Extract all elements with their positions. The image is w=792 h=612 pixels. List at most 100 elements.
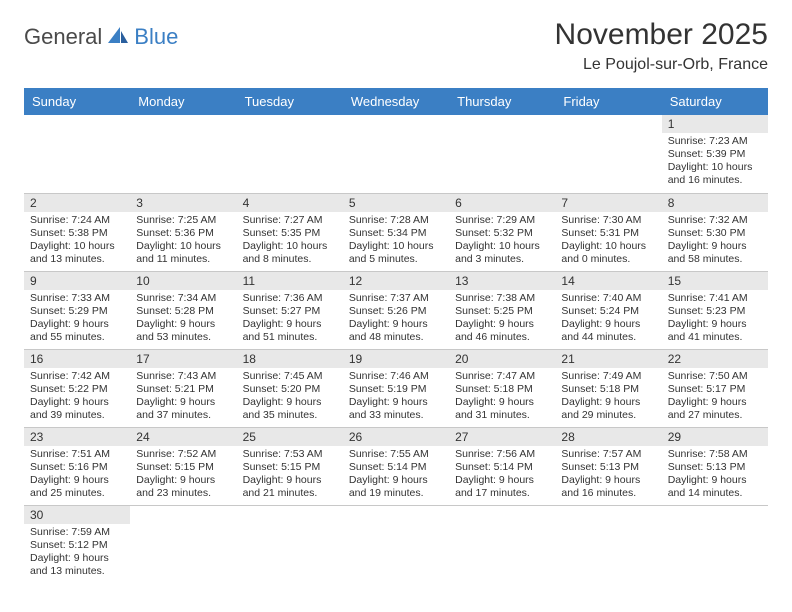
day-number: 26 [343,428,449,446]
day-content: Sunrise: 7:57 AMSunset: 5:13 PMDaylight:… [555,446,661,505]
calendar-empty-cell [662,505,768,583]
day-number: 14 [555,272,661,290]
day-content: Sunrise: 7:43 AMSunset: 5:21 PMDaylight:… [130,368,236,427]
weekday-header: Wednesday [343,88,449,115]
calendar-day-cell: 13Sunrise: 7:38 AMSunset: 5:25 PMDayligh… [449,271,555,349]
day-content: Sunrise: 7:28 AMSunset: 5:34 PMDaylight:… [343,212,449,271]
day-number: 1 [662,115,768,133]
day-content: Sunrise: 7:50 AMSunset: 5:17 PMDaylight:… [662,368,768,427]
calendar-day-cell: 24Sunrise: 7:52 AMSunset: 5:15 PMDayligh… [130,427,236,505]
calendar-empty-cell [343,115,449,193]
weekday-header: Thursday [449,88,555,115]
day-content: Sunrise: 7:47 AMSunset: 5:18 PMDaylight:… [449,368,555,427]
calendar-empty-cell [343,505,449,583]
day-number: 5 [343,194,449,212]
calendar-day-cell: 7Sunrise: 7:30 AMSunset: 5:31 PMDaylight… [555,193,661,271]
day-content: Sunrise: 7:56 AMSunset: 5:14 PMDaylight:… [449,446,555,505]
day-number: 8 [662,194,768,212]
calendar-day-cell: 29Sunrise: 7:58 AMSunset: 5:13 PMDayligh… [662,427,768,505]
calendar-week-row: 30Sunrise: 7:59 AMSunset: 5:12 PMDayligh… [24,505,768,583]
day-content: Sunrise: 7:40 AMSunset: 5:24 PMDaylight:… [555,290,661,349]
day-number: 4 [237,194,343,212]
calendar-day-cell: 2Sunrise: 7:24 AMSunset: 5:38 PMDaylight… [24,193,130,271]
calendar-empty-cell [237,505,343,583]
logo-text-general: General [24,24,102,50]
day-content: Sunrise: 7:33 AMSunset: 5:29 PMDaylight:… [24,290,130,349]
day-number: 27 [449,428,555,446]
calendar-day-cell: 12Sunrise: 7:37 AMSunset: 5:26 PMDayligh… [343,271,449,349]
calendar-body: 1Sunrise: 7:23 AMSunset: 5:39 PMDaylight… [24,115,768,583]
day-content: Sunrise: 7:24 AMSunset: 5:38 PMDaylight:… [24,212,130,271]
day-number: 12 [343,272,449,290]
calendar-day-cell: 30Sunrise: 7:59 AMSunset: 5:12 PMDayligh… [24,505,130,583]
day-number: 3 [130,194,236,212]
day-content: Sunrise: 7:52 AMSunset: 5:15 PMDaylight:… [130,446,236,505]
calendar-day-cell: 17Sunrise: 7:43 AMSunset: 5:21 PMDayligh… [130,349,236,427]
day-content: Sunrise: 7:41 AMSunset: 5:23 PMDaylight:… [662,290,768,349]
day-number: 15 [662,272,768,290]
month-title: November 2025 [555,18,768,52]
day-content: Sunrise: 7:51 AMSunset: 5:16 PMDaylight:… [24,446,130,505]
calendar-week-row: 2Sunrise: 7:24 AMSunset: 5:38 PMDaylight… [24,193,768,271]
day-content: Sunrise: 7:29 AMSunset: 5:32 PMDaylight:… [449,212,555,271]
day-number: 11 [237,272,343,290]
day-content: Sunrise: 7:53 AMSunset: 5:15 PMDaylight:… [237,446,343,505]
calendar-day-cell: 18Sunrise: 7:45 AMSunset: 5:20 PMDayligh… [237,349,343,427]
calendar-week-row: 23Sunrise: 7:51 AMSunset: 5:16 PMDayligh… [24,427,768,505]
calendar-week-row: 1Sunrise: 7:23 AMSunset: 5:39 PMDaylight… [24,115,768,193]
day-number: 21 [555,350,661,368]
day-number: 10 [130,272,236,290]
calendar-day-cell: 6Sunrise: 7:29 AMSunset: 5:32 PMDaylight… [449,193,555,271]
day-content: Sunrise: 7:38 AMSunset: 5:25 PMDaylight:… [449,290,555,349]
weekday-header: Tuesday [237,88,343,115]
day-content: Sunrise: 7:34 AMSunset: 5:28 PMDaylight:… [130,290,236,349]
calendar-day-cell: 11Sunrise: 7:36 AMSunset: 5:27 PMDayligh… [237,271,343,349]
weekday-header: Friday [555,88,661,115]
calendar-table: SundayMondayTuesdayWednesdayThursdayFrid… [24,88,768,583]
day-number: 24 [130,428,236,446]
calendar-day-cell: 14Sunrise: 7:40 AMSunset: 5:24 PMDayligh… [555,271,661,349]
calendar-empty-cell [449,115,555,193]
day-content: Sunrise: 7:55 AMSunset: 5:14 PMDaylight:… [343,446,449,505]
day-content: Sunrise: 7:27 AMSunset: 5:35 PMDaylight:… [237,212,343,271]
day-content: Sunrise: 7:42 AMSunset: 5:22 PMDaylight:… [24,368,130,427]
day-number: 13 [449,272,555,290]
day-content: Sunrise: 7:23 AMSunset: 5:39 PMDaylight:… [662,133,768,192]
calendar-day-cell: 8Sunrise: 7:32 AMSunset: 5:30 PMDaylight… [662,193,768,271]
day-content: Sunrise: 7:45 AMSunset: 5:20 PMDaylight:… [237,368,343,427]
calendar-day-cell: 25Sunrise: 7:53 AMSunset: 5:15 PMDayligh… [237,427,343,505]
day-content: Sunrise: 7:37 AMSunset: 5:26 PMDaylight:… [343,290,449,349]
day-content: Sunrise: 7:59 AMSunset: 5:12 PMDaylight:… [24,524,130,583]
day-number: 28 [555,428,661,446]
calendar-empty-cell [555,115,661,193]
calendar-day-cell: 4Sunrise: 7:27 AMSunset: 5:35 PMDaylight… [237,193,343,271]
calendar-day-cell: 9Sunrise: 7:33 AMSunset: 5:29 PMDaylight… [24,271,130,349]
day-content: Sunrise: 7:58 AMSunset: 5:13 PMDaylight:… [662,446,768,505]
location-text: Le Poujol-sur-Orb, France [555,56,768,74]
day-number: 29 [662,428,768,446]
day-number: 30 [24,506,130,524]
calendar-day-cell: 15Sunrise: 7:41 AMSunset: 5:23 PMDayligh… [662,271,768,349]
day-content: Sunrise: 7:36 AMSunset: 5:27 PMDaylight:… [237,290,343,349]
day-number: 23 [24,428,130,446]
weekday-header: Monday [130,88,236,115]
calendar-empty-cell [555,505,661,583]
calendar-week-row: 9Sunrise: 7:33 AMSunset: 5:29 PMDaylight… [24,271,768,349]
calendar-day-cell: 20Sunrise: 7:47 AMSunset: 5:18 PMDayligh… [449,349,555,427]
day-number: 17 [130,350,236,368]
calendar-day-cell: 26Sunrise: 7:55 AMSunset: 5:14 PMDayligh… [343,427,449,505]
day-number: 16 [24,350,130,368]
weekday-header-row: SundayMondayTuesdayWednesdayThursdayFrid… [24,88,768,115]
calendar-day-cell: 22Sunrise: 7:50 AMSunset: 5:17 PMDayligh… [662,349,768,427]
day-number: 25 [237,428,343,446]
calendar-empty-cell [449,505,555,583]
day-content: Sunrise: 7:46 AMSunset: 5:19 PMDaylight:… [343,368,449,427]
calendar-day-cell: 5Sunrise: 7:28 AMSunset: 5:34 PMDaylight… [343,193,449,271]
day-number: 20 [449,350,555,368]
calendar-day-cell: 10Sunrise: 7:34 AMSunset: 5:28 PMDayligh… [130,271,236,349]
weekday-header: Sunday [24,88,130,115]
calendar-day-cell: 3Sunrise: 7:25 AMSunset: 5:36 PMDaylight… [130,193,236,271]
logo-sail-icon [106,25,132,50]
calendar-day-cell: 27Sunrise: 7:56 AMSunset: 5:14 PMDayligh… [449,427,555,505]
calendar-empty-cell [24,115,130,193]
